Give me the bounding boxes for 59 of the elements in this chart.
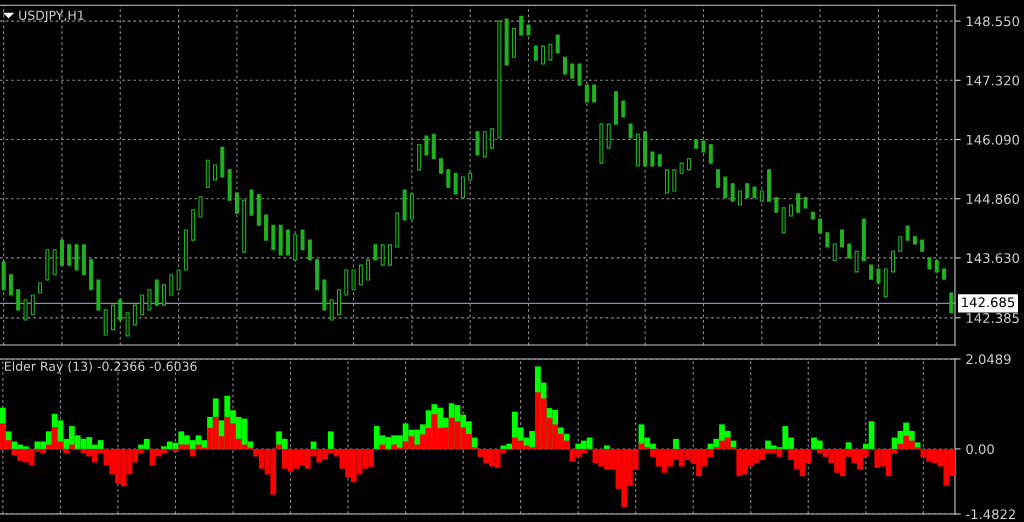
candlestick [140,294,145,316]
y-tick-label: 144.860 [966,193,1020,204]
y-tick-label: 142.385 [966,313,1019,324]
candlestick [300,229,305,251]
candlestick [949,292,954,314]
candlestick [891,250,896,273]
y-tick-label: 146.090 [966,134,1020,145]
candlestick [125,312,130,337]
candlestick [490,128,495,149]
y-tick-label: 147.320 [966,75,1020,86]
bar [673,438,679,449]
candlestick [234,192,239,214]
bar [189,448,196,457]
candlestick [132,304,137,326]
candlestick [162,284,167,306]
bar [310,441,317,449]
candlestick [198,196,203,218]
bar [276,444,282,449]
candlestick [351,269,356,291]
candlestick [16,288,21,311]
candlestick [147,288,152,311]
y-tick-label: 2.0489 [966,354,1011,365]
candlestick [23,299,28,321]
candlestick [453,172,458,195]
candlestick [387,244,393,266]
candlestick [665,169,670,194]
y-tick-label: 148.550 [966,16,1020,27]
bar [845,442,852,449]
candlestick [329,299,334,321]
candlestick [169,274,174,296]
candlestick [67,244,72,266]
candlestick [118,299,123,321]
candlestick [307,239,312,261]
candlestick [424,135,429,156]
candlestick [460,176,465,199]
y-tick-label: 143.630 [966,253,1020,264]
chart-title: USDJPY,H1 [19,10,84,23]
bar [69,444,75,449]
candlestick [475,131,480,156]
candlestick [577,63,582,86]
chart-title: Elder Ray (13) -0.2366 -0.6036 [5,361,197,374]
bar [63,448,70,454]
candlestick [796,193,801,213]
candlestick [708,144,713,164]
candlestick [30,294,35,316]
bar [327,431,334,449]
bar [604,445,610,449]
y-tick-label: 0.00 [966,444,994,455]
candlestick [672,169,677,192]
candlestick [8,274,13,296]
candlestick [176,269,181,291]
candlestick [380,244,385,266]
candlestick [854,250,859,273]
candlestick [358,264,363,286]
y-tick-label: -1.4822 [966,509,1016,520]
candlestick [723,176,728,199]
candlestick [366,259,371,281]
candlestick [519,15,524,36]
ref-line-label: 142.685 [962,297,1015,308]
